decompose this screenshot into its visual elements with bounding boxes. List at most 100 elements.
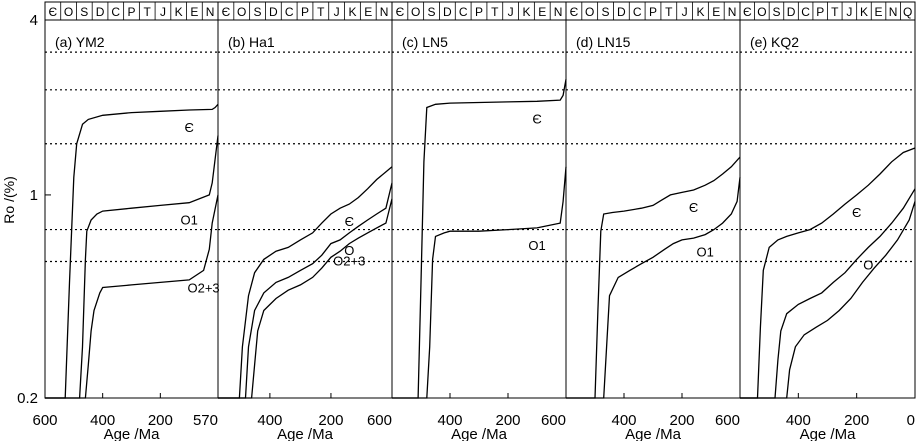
period-label: K (696, 5, 704, 19)
series-line (740, 147, 916, 399)
series-label: Є (689, 200, 698, 215)
y-axis: 4 1 0.2 Ro /(%) (1, 12, 51, 407)
x-tick-label: 600 (541, 412, 566, 429)
plot-frame (565, 19, 741, 399)
period-label: C (801, 5, 810, 19)
series-line (740, 201, 916, 399)
period-label: E (364, 5, 372, 19)
y-tick-label: 0.2 (17, 390, 38, 407)
x-tick-label: 200 (495, 412, 520, 429)
period-label: D (787, 5, 796, 19)
period-label: C (459, 5, 468, 19)
period-label: J (682, 5, 688, 19)
period-label: T (317, 5, 325, 19)
x-tick-label: 570 (193, 412, 218, 429)
x-tick-label: 200 (669, 412, 694, 429)
series-label: Є (345, 214, 354, 229)
period-label: K (348, 5, 356, 19)
period-label: T (831, 5, 839, 19)
period-label: D (443, 5, 452, 19)
x-tick-label: 200 (844, 412, 869, 429)
x-tick-label: 600 (32, 412, 57, 429)
panel-label: (c) LN5 (402, 34, 448, 50)
period-label: E (712, 5, 720, 19)
period-label: T (665, 5, 673, 19)
period-label: O (757, 5, 766, 19)
x-tick-label: 400 (786, 412, 811, 429)
y-tick-label: 4 (30, 12, 38, 29)
series-label: Є (184, 120, 193, 135)
period-label: Q (903, 5, 912, 19)
period-label: T (491, 5, 499, 19)
series-line (218, 182, 393, 399)
period-label: O (411, 5, 420, 19)
y-axis-title: Ro /(%) (1, 176, 17, 223)
x-tick-label: 600 (715, 412, 740, 429)
period-label: K (175, 5, 183, 19)
x-axis-title: Age /Ma (800, 426, 857, 441)
series-line (218, 166, 393, 399)
panel-label: (d) LN15 (576, 34, 631, 50)
plot-frame (391, 19, 567, 399)
period-label: D (269, 5, 278, 19)
series-label: O (863, 257, 873, 272)
series-line (392, 166, 567, 399)
period-label: J (846, 5, 852, 19)
series-line (566, 177, 741, 399)
period-label: D (617, 5, 626, 19)
x-tick-label: 0 (907, 412, 915, 429)
period-label: N (380, 5, 389, 19)
period-label: N (728, 5, 737, 19)
x-tick-label: 400 (611, 412, 636, 429)
period-label: J (160, 5, 166, 19)
x-tick-label: 400 (90, 412, 115, 429)
plot-frame (217, 19, 393, 399)
period-label: Є (743, 5, 752, 19)
y-tick-label: 1 (30, 187, 38, 204)
series-label: O2+3 (333, 254, 365, 269)
x-axis-title: Age /Ma (104, 426, 161, 441)
period-label: O (585, 5, 594, 19)
period-label: E (190, 5, 198, 19)
period-label: C (285, 5, 294, 19)
period-label: C (633, 5, 642, 19)
x-axis-title: Age /Ma (625, 426, 682, 441)
period-label: P (301, 5, 309, 19)
series-line (566, 156, 741, 399)
period-label: P (475, 5, 483, 19)
period-label: P (816, 5, 824, 19)
panel-label: (b) Ha1 (228, 34, 275, 50)
period-label: T (144, 5, 152, 19)
series-line (45, 135, 219, 399)
period-label: Є (396, 5, 405, 19)
panel-label: (a) YM2 (55, 34, 105, 50)
series-label: O1 (697, 245, 714, 260)
period-label: Є (570, 5, 579, 19)
period-label: O (237, 5, 246, 19)
period-label: S (602, 5, 610, 19)
series-label: O1 (528, 238, 545, 253)
series-label: Є (532, 111, 541, 126)
period-label: K (860, 5, 868, 19)
series-line (392, 79, 567, 399)
x-tick-label: 600 (367, 412, 392, 429)
period-label: J (334, 5, 340, 19)
series-label: O (344, 243, 354, 258)
series-line (45, 194, 219, 399)
series-label: Є (852, 205, 861, 220)
period-label: E (538, 5, 546, 19)
series-line (218, 198, 393, 399)
period-label: S (80, 5, 88, 19)
series-label: O1 (180, 213, 197, 228)
period-label: K (522, 5, 530, 19)
x-tick-label: 200 (148, 412, 173, 429)
x-tick-label: 400 (257, 412, 282, 429)
period-label: S (254, 5, 262, 19)
period-label: O (64, 5, 73, 19)
